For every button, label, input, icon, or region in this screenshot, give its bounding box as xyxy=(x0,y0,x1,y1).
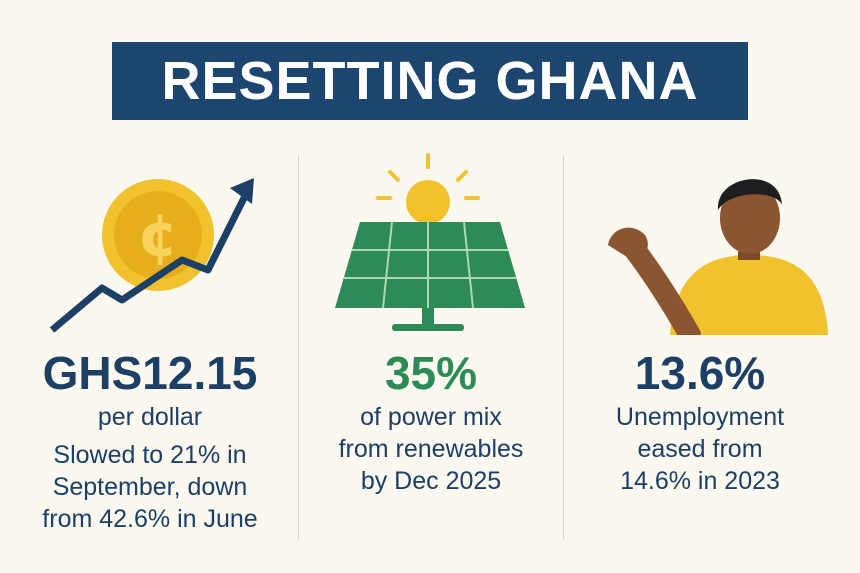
stat-label-line: of power mix xyxy=(360,403,502,431)
stat-label-line: eased from xyxy=(637,435,763,463)
person-gesturing-icon xyxy=(608,179,828,335)
solar-panel xyxy=(335,222,525,308)
divider xyxy=(298,155,299,540)
stat-unemployment: 13.6% Unemployment eased from 14.6% in 2… xyxy=(565,345,835,497)
stat-label-line: 14.6% in 2023 xyxy=(620,467,780,495)
solar-panel-sun-icon xyxy=(335,153,525,331)
panel-grid xyxy=(344,221,516,309)
stat-detail-line: Slowed to 21% in xyxy=(53,441,247,469)
stat-detail-line: September, down xyxy=(52,473,248,501)
hand xyxy=(608,227,648,262)
page-title: RESETTING GHANA xyxy=(112,42,748,120)
cedi-coin-rising-arrow-icon: ¢ xyxy=(49,178,254,333)
stat-value: 35% xyxy=(384,347,478,399)
stat-exchange-rate: GHS12.15 per dollar Slowed to 21% in Sep… xyxy=(10,345,290,535)
head xyxy=(720,182,780,254)
arrow-head xyxy=(230,178,254,204)
divider xyxy=(563,155,564,540)
hair xyxy=(717,179,782,210)
panel-stand xyxy=(422,308,434,324)
stat-label-line: Unemployment xyxy=(615,403,785,431)
sun-rays xyxy=(376,153,480,200)
rising-arrow xyxy=(49,188,252,333)
stat-value: 13.6% xyxy=(634,347,766,399)
stat-detail-line: from 42.6% in June xyxy=(42,505,258,533)
stat-label-line: from renewables xyxy=(338,435,524,463)
cedi-symbol: ¢ xyxy=(137,201,179,271)
stat-renewables: 35% of power mix from renewables by Dec … xyxy=(300,345,562,497)
stat-label: per dollar xyxy=(97,403,203,431)
stat-value: GHS12.15 xyxy=(42,347,258,399)
stat-label-line: by Dec 2025 xyxy=(360,467,502,495)
panel-base xyxy=(392,324,464,331)
sun xyxy=(406,180,450,224)
coin-inner xyxy=(114,191,202,279)
shirt xyxy=(670,255,828,335)
